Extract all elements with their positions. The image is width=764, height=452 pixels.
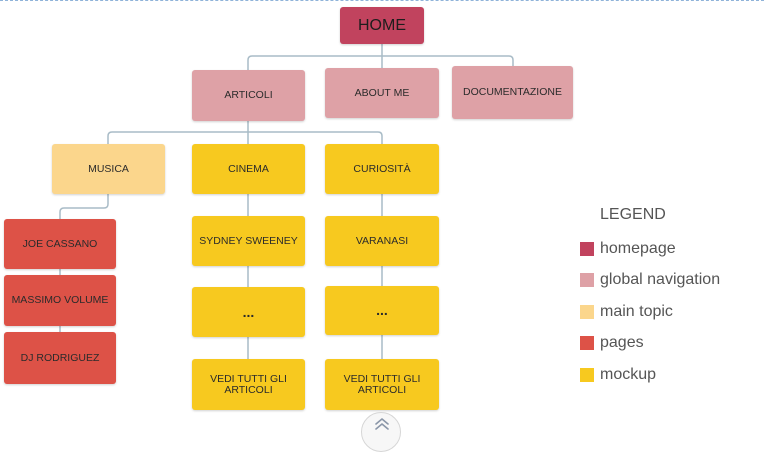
node-sydney-sweeney: SYDNEY SWEENEY bbox=[192, 216, 305, 266]
node-cinema-view-all: VEDI TUTTI GLI ARTICOLI bbox=[192, 359, 305, 410]
legend-swatch bbox=[580, 305, 594, 319]
legend-label: homepage bbox=[600, 240, 676, 257]
legend-label: pages bbox=[600, 334, 644, 351]
node-musica: MUSICA bbox=[52, 144, 165, 194]
legend-swatch bbox=[580, 273, 594, 287]
node-cinema-more: ... bbox=[192, 287, 305, 337]
top-border bbox=[0, 0, 764, 1]
legend-label: mockup bbox=[600, 366, 657, 383]
legend-label: main topic bbox=[600, 303, 673, 320]
connector-home-branch bbox=[247, 55, 514, 70]
node-joe-cassano: JOE CASSANO bbox=[4, 219, 116, 269]
legend-item-main-topic: main topic bbox=[580, 302, 750, 322]
node-about-me: ABOUT ME bbox=[325, 68, 439, 118]
legend-item-homepage: homepage bbox=[580, 239, 750, 259]
node-massimo-volume: MASSIMO VOLUME bbox=[4, 275, 116, 326]
node-home: HOME bbox=[340, 7, 424, 44]
node-curiosita-view-all: VEDI TUTTI GLI ARTICOLI bbox=[325, 359, 439, 410]
node-curiosita: CURIOSITÀ bbox=[325, 144, 439, 194]
connector-lines bbox=[59, 44, 514, 359]
node-cinema: CINEMA bbox=[192, 144, 305, 194]
chevron-up-icon bbox=[375, 418, 389, 430]
node-documentazione: DOCUMENTAZIONE bbox=[452, 66, 573, 119]
legend-item-pages: pages bbox=[580, 333, 750, 353]
connector-articoli-branch bbox=[107, 131, 383, 144]
legend-item-global-navigation: global navigation bbox=[580, 270, 750, 290]
legend-swatch bbox=[580, 336, 594, 350]
node-articoli: ARTICOLI bbox=[192, 70, 305, 121]
node-varanasi: VARANASI bbox=[325, 216, 439, 266]
legend-swatch bbox=[580, 242, 594, 256]
legend-title: LEGEND bbox=[600, 206, 666, 223]
connector-musica bbox=[59, 194, 109, 219]
scroll-up-button[interactable] bbox=[361, 412, 401, 452]
node-curiosita-more: ... bbox=[325, 286, 439, 335]
legend-label: global navigation bbox=[600, 271, 721, 288]
node-dj-rodriguez: DJ RODRIGUEZ bbox=[4, 332, 116, 384]
legend-swatch bbox=[580, 368, 594, 382]
legend-item-mockup: mockup bbox=[580, 365, 750, 385]
